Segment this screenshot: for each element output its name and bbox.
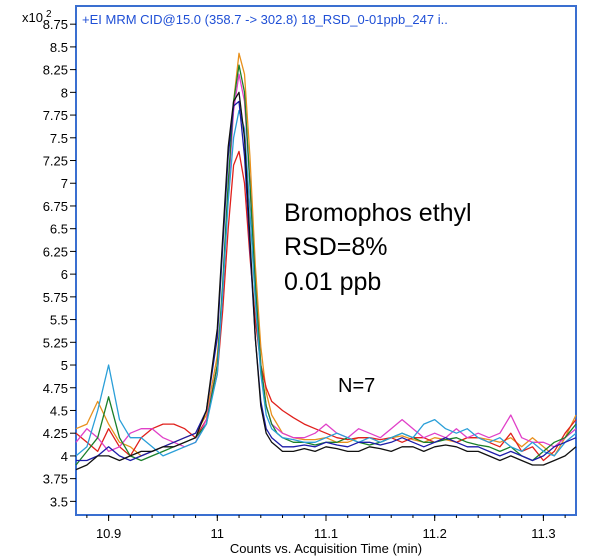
y-tick-label: 8.75 [43, 17, 68, 32]
x-tick-label: 10.9 [96, 526, 121, 541]
series-line-6 [76, 100, 577, 462]
x-axis-title: Counts vs. Acquisition Time (min) [230, 541, 422, 556]
y-tick-label: 5.75 [43, 290, 68, 305]
x-axis: 10.9 11 11.1 11.2 11.3 [86, 515, 566, 541]
y-tick-label: 3.5 [50, 494, 68, 509]
y-tick-label: 6.5 [50, 222, 68, 237]
y-tick-label: 4 [61, 449, 68, 464]
y-tick-label: 4.5 [50, 403, 68, 418]
series-line-7 [75, 91, 577, 471]
y-tick-label: 6 [61, 267, 68, 282]
x-tick-label: 11.3 [531, 526, 555, 541]
series-layer [75, 52, 577, 471]
annotation-compound: Bromophos ethyl [284, 199, 472, 227]
y-tick-label: 6.75 [43, 199, 68, 214]
y-tick-label: 7.75 [43, 108, 68, 123]
y-tick-label: 7 [61, 176, 68, 191]
y-tick-label: 5.25 [43, 335, 68, 350]
y-tick-label: 4.25 [43, 426, 68, 441]
y-tick-label: 7.5 [50, 131, 68, 146]
chart-header: +EI MRM CID@15.0 (358.7 -> 302.8) 18_RSD… [82, 12, 448, 27]
y-multiplier-label: x10 [22, 10, 43, 25]
y-tick-label: 5.5 [50, 313, 68, 328]
annotation-n: N=7 [338, 375, 375, 397]
y-tick-label: 8 [61, 85, 68, 100]
y-tick-label: 7.25 [43, 154, 68, 169]
y-tick-label: 4.75 [43, 381, 68, 396]
y-axis: 3.5 3.75 4 4.25 4.5 4.75 5 5.25 5.5 5.75 6 6.25 6.5 6… [43, 17, 76, 509]
x-tick-label: 11 [211, 526, 225, 541]
y-multiplier-exponent: 2 [46, 9, 52, 20]
annotation-concentration: 0.01 ppb [284, 268, 381, 296]
y-tick-label: 8.5 [50, 40, 68, 55]
x-tick-label: 11.1 [314, 526, 338, 541]
series-line-3 [75, 73, 577, 453]
plot-frame [75, 5, 577, 516]
series-line-5 [75, 109, 577, 457]
series-line-4 [75, 64, 577, 466]
x-tick-label: 11.2 [423, 526, 447, 541]
y-tick-label: 3.75 [43, 472, 68, 487]
y-tick-label: 6.25 [43, 244, 68, 259]
y-tick-label: 8.25 [43, 63, 68, 78]
annotation-rsd: RSD=8% [284, 233, 388, 261]
y-tick-label: 5 [61, 358, 68, 373]
